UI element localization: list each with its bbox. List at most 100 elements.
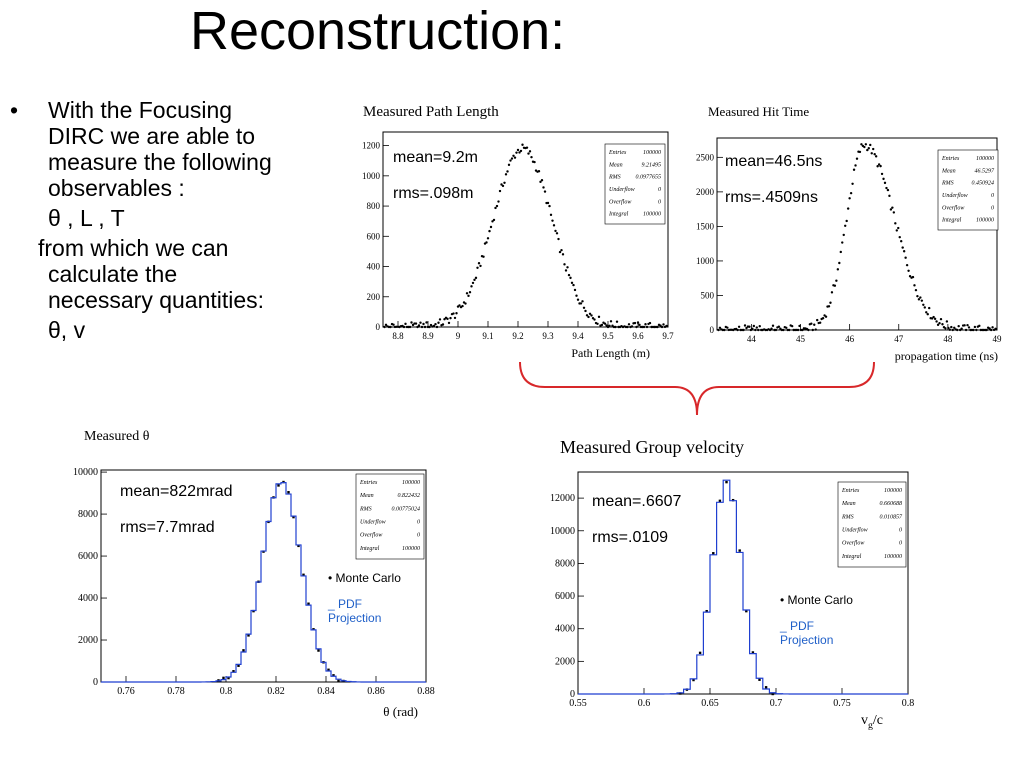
data-point	[886, 188, 890, 192]
mc-point	[738, 549, 741, 552]
data-point	[408, 325, 412, 329]
data-point	[585, 314, 589, 317]
data-point	[572, 283, 575, 287]
data-point	[449, 316, 452, 320]
data-point	[895, 229, 898, 232]
chart-title: Measured Group velocity	[560, 437, 744, 457]
pdf-projection-line	[101, 482, 426, 683]
stats-value: 9.21495	[642, 161, 662, 168]
mc-point	[222, 676, 225, 680]
x-tick-label: 9	[456, 331, 461, 341]
data-point	[939, 317, 943, 321]
data-point	[551, 219, 554, 222]
mc-point	[247, 634, 250, 637]
data-point	[928, 306, 931, 310]
x-label-main: v	[861, 713, 868, 728]
chart-title: Measured θ	[84, 429, 150, 444]
data-point	[636, 321, 640, 324]
x-tick-label: 0.88	[417, 686, 435, 697]
data-point	[513, 156, 517, 159]
data-point	[527, 152, 530, 155]
data-point	[964, 328, 968, 332]
data-point	[510, 157, 514, 160]
stats-key: Overflow	[360, 532, 382, 539]
data-point	[452, 312, 455, 315]
y-tick-label: 1200	[362, 141, 381, 151]
stats-key: Overflow	[609, 198, 631, 205]
data-point	[446, 317, 449, 321]
data-point	[991, 326, 994, 329]
data-point	[994, 327, 997, 331]
stats-key: Entries	[608, 150, 627, 156]
path-length-chart: Measured Path Length 8.8 8.9 9 9.1 9.2 9.3 9.4 9…	[355, 100, 675, 365]
data-point	[911, 275, 915, 279]
x-tick-label: 45	[796, 334, 806, 344]
y-tick-label: 10000	[550, 526, 575, 537]
data-point	[476, 266, 479, 269]
data-point	[798, 324, 801, 328]
stats-key: RMS	[608, 175, 621, 181]
data-point	[807, 328, 810, 332]
data-point	[512, 154, 515, 157]
x-tick-label: 8.9	[422, 331, 434, 341]
data-point	[945, 320, 949, 323]
data-point	[904, 256, 907, 259]
data-point	[907, 269, 910, 272]
stats-key: Mean	[359, 493, 374, 499]
y-tick-label: 0	[570, 689, 575, 700]
data-point	[605, 324, 608, 327]
x-tick-label: 9.6	[632, 331, 644, 341]
data-point	[745, 326, 748, 330]
hit-time-svg: Measured Hit Time 44 45 46 47 48 49 0 500 1000 150…	[696, 104, 1003, 363]
calc-line: necessary quantities:	[48, 287, 265, 313]
data-point	[488, 229, 491, 233]
legend-pdf-line2: Projection	[780, 633, 833, 647]
data-point	[530, 155, 533, 159]
legend-pdf-line1: _ PDF	[779, 619, 814, 633]
data-point	[491, 220, 494, 223]
mc-point	[337, 679, 340, 683]
x-tick-label: 49	[993, 334, 1003, 344]
data-point	[557, 237, 560, 241]
data-point	[581, 300, 584, 303]
x-axis-label: propagation time (ns)	[895, 349, 998, 363]
stats-key: RMS	[941, 181, 954, 187]
data-point	[539, 180, 542, 184]
plot-frame	[382, 131, 669, 328]
data-point	[916, 294, 919, 298]
data-point	[849, 191, 853, 195]
data-point	[988, 327, 991, 330]
data-point	[717, 328, 720, 332]
mc-point	[725, 480, 728, 484]
theta-svg: Measured θ 0.76 0.78 0.8 0.82 0.84 0.86 0.88 0 20…	[73, 429, 435, 719]
data-point	[642, 325, 646, 329]
data-point	[528, 150, 532, 153]
data-point	[944, 327, 947, 330]
stats-value: 0	[991, 193, 994, 199]
data-point	[411, 323, 415, 327]
data-point	[866, 148, 869, 152]
mc-point	[764, 686, 768, 689]
data-point	[498, 189, 502, 193]
data-point	[558, 250, 562, 254]
data-point	[870, 152, 873, 155]
annotation-mean: mean=.6607	[592, 493, 682, 510]
data-point	[468, 291, 472, 294]
mc-point	[237, 664, 240, 667]
data-point	[917, 298, 921, 301]
data-point	[540, 178, 544, 182]
data-point	[584, 309, 587, 313]
bullet-line: measure the following	[48, 149, 272, 175]
annotation-rms: rms=.4509ns	[725, 189, 818, 206]
data-point	[626, 325, 629, 329]
annotation-rms: rms=.0109	[592, 529, 668, 546]
stats-key: Underflow	[942, 192, 968, 199]
mc-point	[292, 515, 295, 519]
x-axis-label: θ (rad)	[383, 704, 418, 719]
y-tick-label: 0	[376, 322, 381, 332]
data-point	[718, 326, 722, 329]
x-tick-label: 9.3	[542, 331, 554, 341]
stats-key: Underflow	[842, 527, 868, 534]
y-tick-label: 2000	[696, 187, 715, 197]
stats-box	[837, 481, 907, 568]
